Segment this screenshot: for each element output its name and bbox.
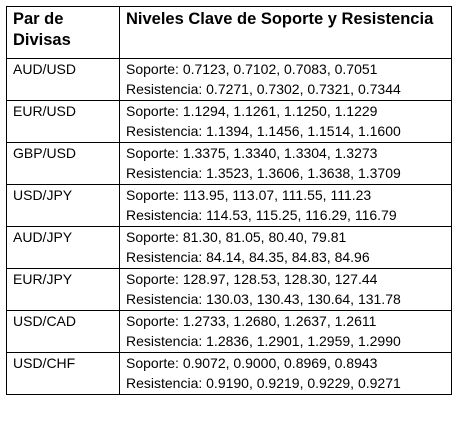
resistance-levels: Resistencia: 0.9190, 0.9219, 0.9229, 0.9… xyxy=(126,374,401,391)
resistance-levels: Resistencia: 84.14, 84.35, 84.83, 84.96 xyxy=(126,248,370,265)
currency-pair-cell: AUD/JPY xyxy=(6,226,120,269)
resistance-levels: Resistencia: 1.3523, 1.3606, 1.3638, 1.3… xyxy=(126,164,401,181)
levels-cell: Soporte: 1.2733, 1.2680, 1.2637, 1.2611 … xyxy=(119,310,452,353)
levels-cell: Soporte: 0.9072, 0.9000, 0.8969, 0.8943 … xyxy=(119,352,452,395)
table-header-row: Par de Divisas Niveles Clave de Soporte … xyxy=(6,6,452,59)
header-key-levels-line2: Resistencia xyxy=(341,10,434,28)
resistance-levels: Resistencia: 130.03, 130.43, 130.64, 131… xyxy=(126,290,401,307)
table-row: AUD/USD Soporte: 0.7123, 0.7102, 0.7083,… xyxy=(6,58,452,101)
currency-pair-cell: USD/JPY xyxy=(6,184,120,227)
currency-pair-cell: GBP/USD xyxy=(6,142,120,185)
support-levels: Soporte: 113.95, 113.07, 111.55, 111.23 xyxy=(126,187,372,203)
support-levels: Soporte: 1.3375, 1.3340, 1.3304, 1.3273 xyxy=(126,145,378,161)
resistance-levels: Resistencia: 114.53, 115.25, 116.29, 116… xyxy=(126,206,397,223)
currency-pair-cell: AUD/USD xyxy=(6,58,120,101)
header-currency-pair-line2: Divisas xyxy=(13,31,71,49)
table-row: AUD/JPY Soporte: 81.30, 81.05, 80.40, 79… xyxy=(6,226,452,269)
currency-pair-cell: USD/CAD xyxy=(6,310,120,353)
support-levels: Soporte: 0.7123, 0.7102, 0.7083, 0.7051 xyxy=(126,61,378,77)
header-key-levels: Niveles Clave de Soporte y Resistencia xyxy=(119,6,452,59)
table-row: USD/CAD Soporte: 1.2733, 1.2680, 1.2637,… xyxy=(6,310,452,353)
currency-pair-cell: EUR/JPY xyxy=(6,268,120,311)
resistance-levels: Resistencia: 0.7271, 0.7302, 0.7321, 0.7… xyxy=(126,80,401,97)
table-row: GBP/USD Soporte: 1.3375, 1.3340, 1.3304,… xyxy=(6,142,452,185)
levels-cell: Soporte: 0.7123, 0.7102, 0.7083, 0.7051 … xyxy=(119,58,452,101)
currency-pair-cell: EUR/USD xyxy=(6,100,120,143)
support-levels: Soporte: 0.9072, 0.9000, 0.8969, 0.8943 xyxy=(126,355,378,371)
support-resistance-table: Par de Divisas Niveles Clave de Soporte … xyxy=(6,6,452,395)
support-levels: Soporte: 81.30, 81.05, 80.40, 79.81 xyxy=(126,229,347,245)
levels-cell: Soporte: 128.97, 128.53, 128.30, 127.44 … xyxy=(119,268,452,311)
table-row: EUR/JPY Soporte: 128.97, 128.53, 128.30,… xyxy=(6,268,452,311)
support-levels: Soporte: 1.2733, 1.2680, 1.2637, 1.2611 xyxy=(126,313,377,329)
table-row: USD/JPY Soporte: 113.95, 113.07, 111.55,… xyxy=(6,184,452,227)
support-levels: Soporte: 1.1294, 1.1261, 1.1250, 1.1229 xyxy=(126,103,378,119)
levels-cell: Soporte: 1.1294, 1.1261, 1.1250, 1.1229 … xyxy=(119,100,452,143)
levels-cell: Soporte: 81.30, 81.05, 80.40, 79.81 Resi… xyxy=(119,226,452,269)
header-currency-pair: Par de Divisas xyxy=(6,6,120,59)
support-levels: Soporte: 128.97, 128.53, 128.30, 127.44 xyxy=(126,271,378,287)
table-row: USD/CHF Soporte: 0.9072, 0.9000, 0.8969,… xyxy=(6,352,452,395)
header-key-levels-line1: Niveles Clave de Soporte y xyxy=(126,10,337,28)
currency-pair-cell: USD/CHF xyxy=(6,352,120,395)
levels-cell: Soporte: 113.95, 113.07, 111.55, 111.23 … xyxy=(119,184,452,227)
header-currency-pair-line1: Par de xyxy=(13,10,64,28)
levels-cell: Soporte: 1.3375, 1.3340, 1.3304, 1.3273 … xyxy=(119,142,452,185)
resistance-levels: Resistencia: 1.2836, 1.2901, 1.2959, 1.2… xyxy=(126,332,401,349)
table-row: EUR/USD Soporte: 1.1294, 1.1261, 1.1250,… xyxy=(6,100,452,143)
resistance-levels: Resistencia: 1.1394, 1.1456, 1.1514, 1.1… xyxy=(126,122,401,139)
